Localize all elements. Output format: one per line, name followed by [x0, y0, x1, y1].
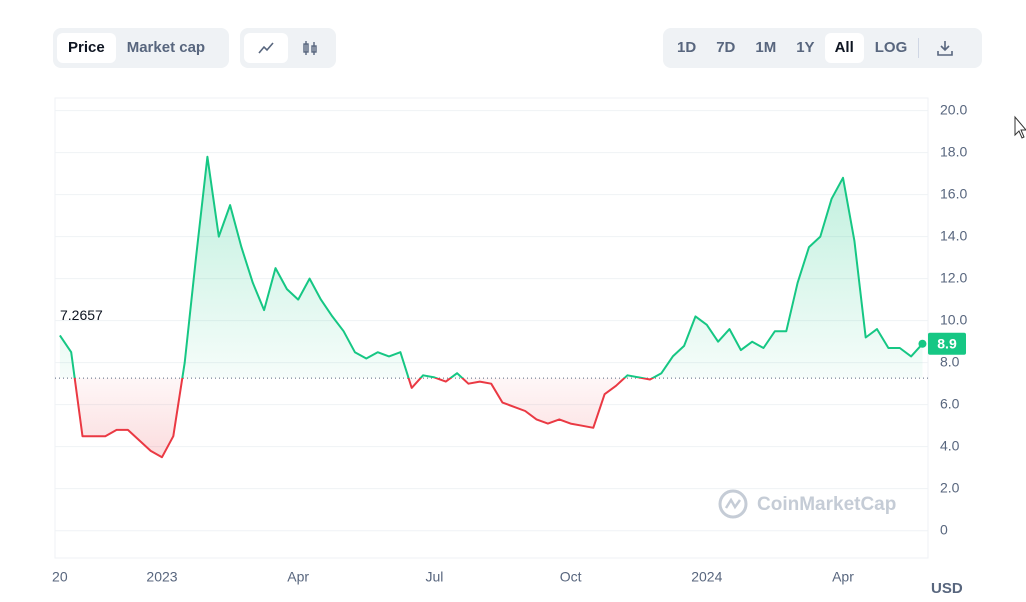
view-button[interactable]: Market cap	[126, 39, 206, 56]
range-toggle: 1D 7D 1M 1Y All LOG	[663, 28, 982, 68]
download-button[interactable]	[918, 38, 965, 58]
candle-chart-button[interactable]	[288, 33, 332, 63]
plot-frame	[54, 97, 929, 559]
range-button[interactable]: 1Y	[796, 39, 815, 56]
y-tick-label: 10.0	[940, 311, 967, 327]
currency-label: USD	[931, 580, 963, 597]
range-button[interactable]: 1M	[755, 39, 777, 56]
range-button[interactable]: All	[824, 33, 864, 63]
y-tick-label: 12.0	[940, 269, 967, 285]
current-value-label: 8.9	[937, 335, 957, 351]
x-tick-label: 2023	[146, 569, 177, 585]
chart-style-toggle	[240, 28, 336, 68]
x-tick-label: Jul	[425, 569, 443, 585]
view-toggle: Price Market cap	[53, 28, 229, 68]
y-tick-label: 0	[940, 521, 948, 537]
y-tick-label: 4.0	[940, 437, 960, 453]
y-tick-label: 2.0	[940, 479, 960, 495]
x-tick-label: 2024	[691, 569, 722, 585]
y-tick-label: 8.0	[940, 353, 960, 369]
y-tick-label: 18.0	[940, 143, 967, 159]
range-button[interactable]: 7D	[716, 39, 736, 56]
cursor	[1014, 115, 1026, 139]
x-tick-label: 20	[52, 569, 68, 585]
y-tick-label: 20.0	[940, 101, 967, 117]
range-button[interactable]: 1D	[677, 39, 697, 56]
y-tick-label: 6.0	[940, 395, 960, 411]
watermark-logo	[718, 489, 748, 519]
current-point	[918, 339, 927, 348]
price-line	[59, 155, 924, 459]
line-icon	[258, 42, 274, 54]
line-chart-button[interactable]	[244, 33, 288, 63]
reference-label: 7.2657	[60, 307, 103, 323]
current-badge	[928, 332, 966, 355]
log-button[interactable]: LOG	[874, 39, 908, 56]
y-tick-label: 14.0	[940, 227, 967, 243]
view-button[interactable]: Price	[57, 33, 116, 63]
x-tick-label: Apr	[832, 569, 854, 585]
y-tick-label: 16.0	[940, 185, 967, 201]
watermark: CoinMarketCap	[757, 494, 896, 515]
x-tick-label: Apr	[287, 569, 309, 585]
x-tick-label: Oct	[560, 569, 582, 585]
download-icon	[937, 41, 954, 56]
area-fill	[59, 156, 923, 458]
candle-icon	[303, 41, 317, 56]
